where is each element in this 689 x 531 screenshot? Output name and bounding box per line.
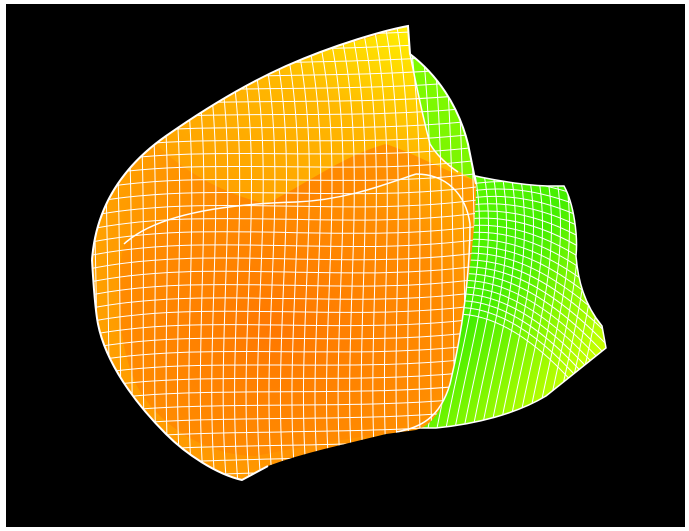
petal-mesh-line <box>460 172 499 428</box>
mesh-parallel <box>92 383 476 403</box>
mesh-parallel <box>92 369 476 389</box>
mesh-parallel <box>92 211 476 231</box>
mesh-parallel <box>92 158 476 178</box>
mesh-meridian <box>419 26 434 480</box>
mesh-parallel <box>92 171 476 191</box>
petal-mesh-line <box>469 172 508 428</box>
mesh-meridian <box>407 26 423 480</box>
petal-mesh-line <box>455 259 606 333</box>
render-viewport <box>6 4 685 527</box>
petal-mesh-line <box>496 172 535 428</box>
mesh-parallel <box>92 356 476 376</box>
petal-mesh-line <box>478 172 517 428</box>
petal-mesh-line <box>514 172 553 428</box>
wireframe-surface-plot <box>91 24 607 482</box>
mesh-parallel <box>92 343 476 363</box>
mesh-parallel <box>92 290 476 310</box>
petal-mesh-line <box>505 172 544 428</box>
mesh-parallel <box>92 185 476 205</box>
mesh-parallel <box>92 303 476 323</box>
mesh-parallel <box>92 330 476 350</box>
mesh-parallel <box>92 264 476 284</box>
petal-mesh-line <box>451 172 490 428</box>
petal-mesh-line <box>455 273 606 356</box>
petal-mesh-line <box>487 172 526 428</box>
main-body-surface <box>91 24 477 482</box>
mesh-parallel <box>92 475 476 480</box>
mesh-meridian <box>396 26 411 480</box>
mesh-parallel <box>92 26 476 46</box>
petal-mesh-line <box>442 172 481 428</box>
mesh-parallel <box>92 277 476 297</box>
petal-mesh-line <box>455 252 606 322</box>
petal-mesh-line <box>455 279 606 368</box>
mesh-parallel <box>92 39 476 59</box>
mesh-meridian <box>384 26 400 480</box>
mesh-parallel <box>92 198 476 218</box>
mesh-parallel <box>92 237 476 257</box>
mesh-parallel <box>92 317 476 337</box>
mesh-parallel <box>92 26 476 33</box>
mesh-parallel <box>92 462 476 480</box>
mesh-parallel <box>92 251 476 271</box>
